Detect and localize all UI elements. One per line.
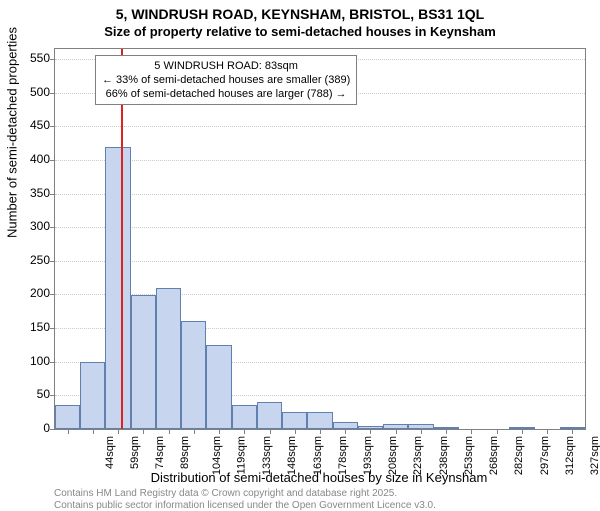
xtick-mark [345,429,346,434]
ytick-mark [50,294,55,295]
xtick-mark [93,429,94,434]
chart-container: 5, WINDRUSH ROAD, KEYNSHAM, BRISTOL, BS3… [0,0,600,500]
chart-title: 5, WINDRUSH ROAD, KEYNSHAM, BRISTOL, BS3… [0,6,600,22]
ytick-label: 50 [10,387,50,401]
ytick-mark [50,328,55,329]
xtick-mark [118,429,119,434]
ytick-mark [50,59,55,60]
annotation-box: 5 WINDRUSH ROAD: 83sqm ← 33% of semi-det… [95,55,357,105]
xtick-label: 59sqm [129,436,141,469]
xtick-label: 119sqm [235,436,247,474]
histogram-bar [105,147,130,429]
ytick-label: 100 [10,354,50,368]
xtick-mark [471,429,472,434]
ytick-label: 300 [10,219,50,233]
xtick-mark [547,429,548,434]
ytick-mark [50,227,55,228]
ytick-label: 450 [10,118,50,132]
histogram-bar [181,321,206,429]
xtick-mark [370,429,371,434]
xtick-mark [497,429,498,434]
xtick-mark [446,429,447,434]
xtick-label: 44sqm [104,436,116,469]
xtick-mark [68,429,69,434]
histogram-bar [282,412,307,429]
xtick-mark [143,429,144,434]
plot-area: 5 WINDRUSH ROAD: 83sqm ← 33% of semi-det… [54,48,586,430]
annotation-line1: 5 WINDRUSH ROAD: 83sqm [102,59,350,73]
xtick-label: 89sqm [179,436,191,469]
chart-subtitle: Size of property relative to semi-detach… [0,24,600,39]
ytick-label: 200 [10,286,50,300]
histogram-bar [257,402,282,429]
xtick-mark [396,429,397,434]
ytick-label: 0 [10,421,50,435]
footer-line-2: Contains public sector information licen… [54,500,436,511]
xtick-label: 327sqm [589,436,600,475]
property-marker-line [121,49,123,429]
ytick-mark [50,429,55,430]
histogram-bar [206,345,231,429]
histogram-bar [55,405,80,429]
ytick-mark [50,362,55,363]
annotation-line3: 66% of semi-detached houses are larger (… [102,87,350,101]
xtick-mark [244,429,245,434]
ytick-label: 250 [10,253,50,267]
xtick-mark [320,429,321,434]
xtick-mark [522,429,523,434]
xtick-mark [421,429,422,434]
ytick-mark [50,194,55,195]
gridline [55,160,585,161]
gridline [55,227,585,228]
xtick-mark [270,429,271,434]
ytick-mark [50,93,55,94]
histogram-bar [131,295,156,430]
ytick-label: 150 [10,320,50,334]
histogram-bar [307,412,332,429]
xtick-mark [194,429,195,434]
ytick-mark [50,160,55,161]
histogram-bar [80,362,105,429]
annotation-line2: ← 33% of semi-detached houses are smalle… [102,73,350,87]
gridline [55,194,585,195]
xtick-mark [295,429,296,434]
histogram-bar [232,405,257,429]
xtick-mark [169,429,170,434]
footer-line-1: Contains HM Land Registry data © Crown c… [54,488,397,499]
ytick-mark [50,395,55,396]
ytick-mark [50,126,55,127]
ytick-label: 550 [10,51,50,65]
xtick-label: 74sqm [154,436,166,469]
ytick-label: 500 [10,85,50,99]
ytick-label: 350 [10,186,50,200]
histogram-bar [333,422,358,429]
ytick-mark [50,261,55,262]
xtick-mark [572,429,573,434]
xtick-mark [219,429,220,434]
histogram-bar [156,288,181,429]
ytick-label: 400 [10,152,50,166]
gridline [55,261,585,262]
x-axis-label: Distribution of semi-detached houses by … [54,470,584,485]
gridline [55,126,585,127]
